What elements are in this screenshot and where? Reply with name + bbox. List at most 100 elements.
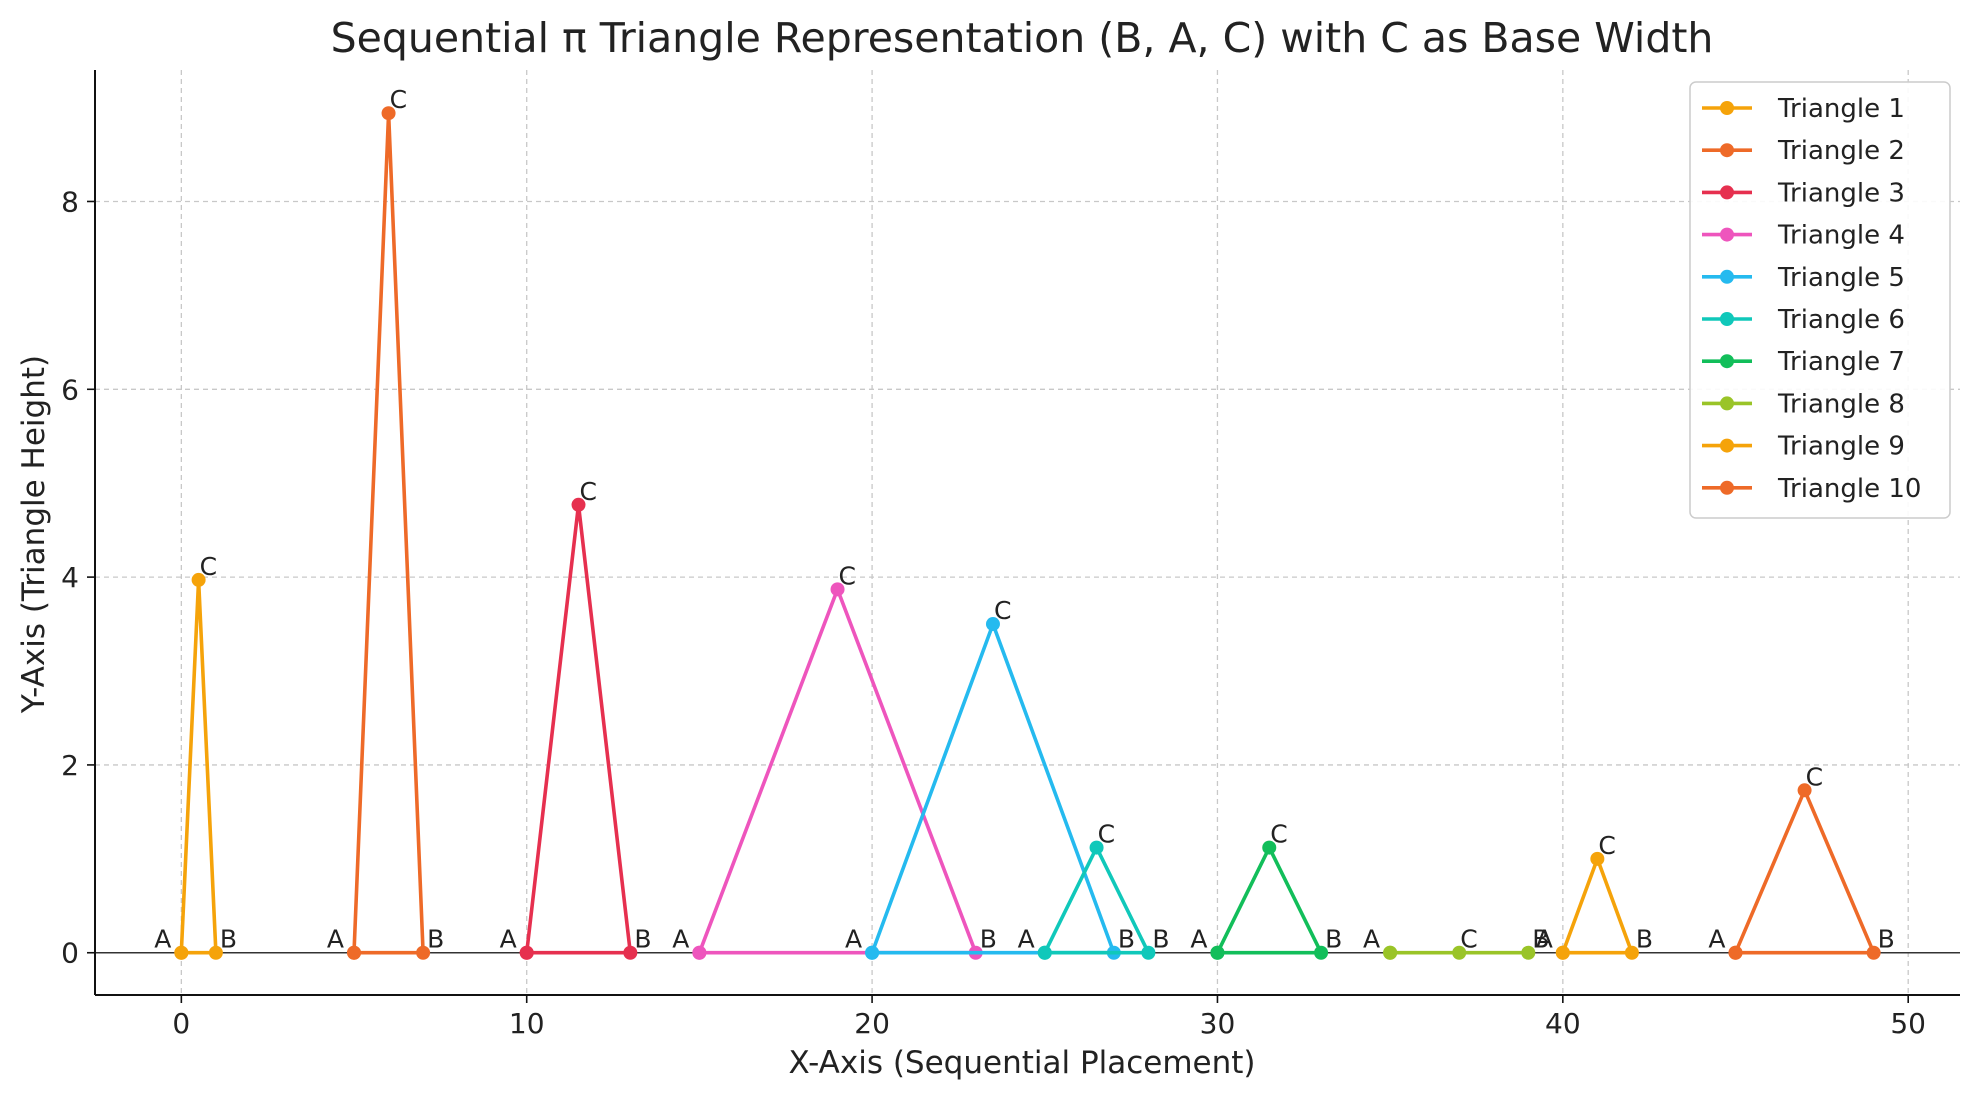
x-tick-label: 20 xyxy=(854,1007,890,1040)
point-label-a: A xyxy=(1536,925,1553,954)
legend-swatch-marker xyxy=(1720,354,1734,369)
series-triangle-7 xyxy=(1210,840,1329,960)
point-label-c: C xyxy=(1598,831,1615,860)
y-tick-label: 6 xyxy=(61,373,79,406)
grid xyxy=(95,70,1960,995)
data-point xyxy=(381,106,396,121)
legend-item: Triangle 2 xyxy=(1702,136,1905,166)
data-point xyxy=(1555,945,1570,960)
legend-label: Triangle 3 xyxy=(1777,178,1905,208)
legend-item: Triangle 8 xyxy=(1702,389,1905,419)
data-point xyxy=(1262,840,1277,855)
data-point xyxy=(1590,851,1605,866)
data-point xyxy=(1797,783,1812,798)
legend-swatch-marker xyxy=(1720,143,1734,158)
legend-swatch-marker xyxy=(1720,185,1734,200)
y-tick-label: 0 xyxy=(61,937,79,970)
series-line xyxy=(870,622,1116,955)
point-label-c: C xyxy=(1460,925,1477,954)
legend-swatch-marker xyxy=(1720,269,1734,284)
data-point xyxy=(1089,840,1104,855)
legend-swatch-marker xyxy=(1720,480,1734,495)
data-point xyxy=(208,945,223,960)
data-point xyxy=(191,572,206,587)
data-point xyxy=(347,945,362,960)
point-label-b: B xyxy=(1325,925,1342,954)
legend-label: Triangle 9 xyxy=(1777,432,1905,462)
series-triangle-10 xyxy=(1728,783,1881,960)
data-point xyxy=(692,945,707,960)
point-label-c: C xyxy=(839,561,856,590)
x-tick-label: 0 xyxy=(172,1007,190,1040)
point-label-c: C xyxy=(390,85,407,114)
legend-label: Triangle 2 xyxy=(1777,136,1905,166)
data-point xyxy=(1383,945,1398,960)
point-label-a: A xyxy=(500,925,517,954)
data-point xyxy=(830,582,845,597)
x-tick-label: 50 xyxy=(1890,1007,1926,1040)
chart-title: Sequential π Triangle Representation (B,… xyxy=(331,14,1714,62)
point-label-b: B xyxy=(634,925,651,954)
legend-box xyxy=(1689,81,1951,519)
data-point xyxy=(1452,945,1467,960)
data-point xyxy=(1728,945,1743,960)
legend-label: Triangle 5 xyxy=(1777,263,1905,293)
point-label-a: A xyxy=(845,925,862,954)
point-label-b: B xyxy=(220,925,237,954)
point-label-b: B xyxy=(427,925,444,954)
point-labels-layer: A BCA BCA BCA BCA BCA BCA BCA BC A BCA BC xyxy=(154,85,1895,954)
series-triangle-2 xyxy=(347,106,431,960)
legend-item: Triangle 3 xyxy=(1702,178,1905,208)
point-label-a: A xyxy=(327,925,344,954)
data-point xyxy=(1521,945,1536,960)
legend-item: Triangle 10 xyxy=(1702,474,1921,504)
legend-swatch-marker xyxy=(1720,101,1734,115)
series-line xyxy=(524,503,633,955)
series-line xyxy=(1043,845,1151,955)
series-line xyxy=(697,587,978,955)
y-tick-label: 4 xyxy=(61,561,79,594)
point-label-a: A xyxy=(1708,925,1725,954)
data-point xyxy=(1037,945,1052,960)
data-point xyxy=(1314,945,1329,960)
legend-label: Triangle 8 xyxy=(1777,389,1905,419)
legend-swatch-marker xyxy=(1720,312,1734,326)
y-tick-label: 2 xyxy=(61,749,79,782)
series-triangle-5 xyxy=(865,617,1121,960)
point-label-c: C xyxy=(1806,762,1823,791)
x-tick-label: 40 xyxy=(1545,1007,1581,1040)
series-triangle-8 xyxy=(1383,945,1536,960)
series-line xyxy=(1561,857,1634,955)
legend: Triangle 1 Triangle 2 Triangle 3 Triangle 4… xyxy=(1689,81,1951,519)
legend-swatch-marker xyxy=(1720,438,1734,453)
x-tick-label: 10 xyxy=(509,1007,545,1040)
point-label-c: C xyxy=(200,552,217,581)
point-label-b: B xyxy=(1636,925,1653,954)
point-label-a: A xyxy=(672,925,689,954)
series-triangle-6 xyxy=(1037,840,1156,960)
point-label-a: A xyxy=(154,925,171,954)
point-label-b: B xyxy=(1118,925,1135,954)
point-label-c: C xyxy=(580,477,597,506)
legend-item: Triangle 9 xyxy=(1702,432,1905,462)
y-axis-title: Y-Axis (Triangle Height) xyxy=(16,355,52,714)
data-point xyxy=(519,945,534,960)
series-layer xyxy=(174,106,1881,960)
legend-label: Triangle 4 xyxy=(1777,221,1905,251)
legend-label: Triangle 1 xyxy=(1777,94,1905,124)
data-point xyxy=(1624,945,1639,960)
y-tick-label: 8 xyxy=(61,185,79,218)
point-label-b: B xyxy=(980,925,997,954)
axes: 0 10 20 30 40 50 0 2 4 6 8 xyxy=(61,70,1960,1040)
point-label-b: B xyxy=(1878,925,1895,954)
point-label-c: C xyxy=(1098,820,1115,849)
data-point xyxy=(174,945,189,960)
x-tick-label: 30 xyxy=(1200,1007,1236,1040)
series-triangle-9 xyxy=(1555,851,1639,960)
data-point xyxy=(1866,945,1881,960)
point-label-b: B xyxy=(1152,925,1169,954)
series-line xyxy=(352,111,425,955)
legend-swatch-marker xyxy=(1720,227,1734,242)
x-axis-title: X-Axis (Sequential Placement) xyxy=(788,1045,1255,1081)
